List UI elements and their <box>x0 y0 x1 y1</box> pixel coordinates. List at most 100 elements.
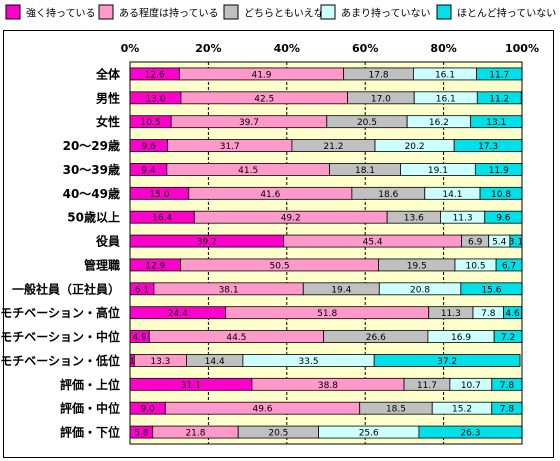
x-tick-label: 80% <box>430 42 456 55</box>
category-label: 20～29歳 <box>63 138 120 153</box>
data-label-s3: 18.5 <box>386 405 406 415</box>
data-label-s5: 11.9 <box>489 166 509 176</box>
x-tick-label: 100% <box>505 42 539 55</box>
x-tick-label: 20% <box>195 42 221 55</box>
data-label-s3: 17.8 <box>369 70 389 80</box>
data-label-s4: 7.8 <box>481 309 496 319</box>
data-label-s1: 31.1 <box>181 381 201 391</box>
data-label-s4: 25.6 <box>359 429 379 439</box>
data-label-s5: 17.3 <box>478 142 498 152</box>
data-label-s5: 11.2 <box>489 94 509 104</box>
data-label-s5: 7.2 <box>501 333 515 343</box>
category-label: 役員 <box>96 234 120 249</box>
data-label-s4: 15.2 <box>452 405 472 415</box>
category-label: 全体 <box>95 66 121 81</box>
category-label: 30～39歳 <box>63 162 120 177</box>
data-label-s2: 21.8 <box>185 429 205 439</box>
data-label-s2: 50.5 <box>270 261 290 271</box>
category-label: モチベーション・高位 <box>0 305 120 320</box>
data-label-s1: 39.2 <box>197 238 217 248</box>
data-label-s4: 20.8 <box>410 285 430 295</box>
category-label: 40～49歳 <box>63 186 120 201</box>
data-label-s5: 11.7 <box>489 70 509 80</box>
data-label-s3: 20.5 <box>268 429 288 439</box>
data-label-s2: 41.5 <box>238 166 258 176</box>
data-label-s4: 16.1 <box>435 70 455 80</box>
plot-border <box>129 61 523 445</box>
data-label-s5: 9.6 <box>496 214 511 224</box>
bar-segment-s5 <box>373 354 521 367</box>
data-label-s5: 4.6 <box>505 309 520 319</box>
data-label-s3: 18.6 <box>378 190 398 200</box>
category-label: 評価・下位 <box>60 425 120 440</box>
category-label: 一般社員（正社員） <box>12 281 120 296</box>
legend-label-3: どちらともいえない <box>244 8 334 20</box>
category-label: 男性 <box>96 90 120 105</box>
data-label-s1: 16.4 <box>152 214 172 224</box>
data-label-s2: 49.2 <box>281 214 301 224</box>
data-label-s3: 13.6 <box>404 214 424 224</box>
data-label-s2: 44.5 <box>226 333 246 343</box>
legend-swatch-3 <box>223 4 239 20</box>
data-label-s2: 13.3 <box>150 357 170 367</box>
data-label-s2: 38.1 <box>219 285 239 295</box>
legend-swatch-4 <box>320 4 336 20</box>
legend-label-4: あまり持っていない <box>341 7 431 20</box>
legend-label-1: 強く持っている <box>26 7 96 20</box>
category-label: モチベーション・中位 <box>0 329 120 344</box>
data-label-s2: 38.8 <box>318 381 338 391</box>
x-tick-label: 60% <box>352 42 378 55</box>
data-label-s5: 13.1 <box>486 118 506 128</box>
data-label-s3: 11.7 <box>417 381 437 391</box>
data-label-s3: 26.6 <box>366 333 386 343</box>
data-label-s3: 18.1 <box>355 166 375 176</box>
data-label-s2: 41.9 <box>251 70 271 80</box>
category-label: 女性 <box>96 114 120 129</box>
x-tick-label: 0% <box>121 42 140 55</box>
data-label-s5: 7.8 <box>500 405 515 415</box>
chart-frame <box>3 30 554 458</box>
data-label-s3: 19.4 <box>331 285 351 295</box>
data-label-s1: 10.5 <box>141 118 161 128</box>
data-label-s3: 6.9 <box>468 238 483 248</box>
data-label-s3: 11.3 <box>441 309 461 319</box>
data-label-s1: 24.4 <box>168 309 188 319</box>
data-label-s3: 19.5 <box>407 261 427 271</box>
data-label-s1: 12.9 <box>145 261 165 271</box>
legend-label-2: ある程度は持っている <box>119 7 219 20</box>
data-label-s3: 20.5 <box>357 118 377 128</box>
data-label-s2: 41.6 <box>260 190 280 200</box>
data-label-s1: 15.0 <box>149 190 169 200</box>
data-label-s3: 14.4 <box>205 357 225 367</box>
data-label-s5: 26.3 <box>460 429 480 439</box>
data-label-s1: 6.1 <box>135 285 149 295</box>
data-label-s2: 39.7 <box>239 118 259 128</box>
data-label-s4: 16.2 <box>429 118 449 128</box>
bar-segment-s5 <box>476 91 522 105</box>
data-label-s4: 10.5 <box>466 261 486 271</box>
category-label: 管理職 <box>84 257 120 272</box>
data-label-s4: 16.9 <box>451 333 471 343</box>
data-label-s2: 45.4 <box>363 238 383 248</box>
data-label-s3: 21.2 <box>323 142 343 152</box>
data-label-s1: 12.6 <box>145 70 165 80</box>
legend-swatch-2 <box>98 4 114 20</box>
data-label-s2: 42.5 <box>254 94 274 104</box>
data-label-s2: 51.8 <box>317 309 337 319</box>
category-label: 評価・上位 <box>60 377 120 392</box>
data-label-s4: 19.1 <box>428 166 448 176</box>
data-label-s4: 33.5 <box>299 357 319 367</box>
data-label-s1: 4.9 <box>132 333 147 343</box>
data-label-s1: 9.6 <box>142 142 157 152</box>
category-label: 50歳以上 <box>67 210 120 225</box>
x-tick-label: 40% <box>274 42 300 55</box>
category-label: 評価・中位 <box>60 401 120 416</box>
data-label-s1: 9.0 <box>140 405 155 415</box>
data-label-s5: 10.8 <box>491 190 511 200</box>
data-label-s1: 1 <box>129 357 135 367</box>
data-label-s4: 16.1 <box>436 94 456 104</box>
data-label-s2: 49.6 <box>252 405 272 415</box>
legend-swatch-1 <box>5 4 21 20</box>
data-label-s1: 9.4 <box>141 166 156 176</box>
